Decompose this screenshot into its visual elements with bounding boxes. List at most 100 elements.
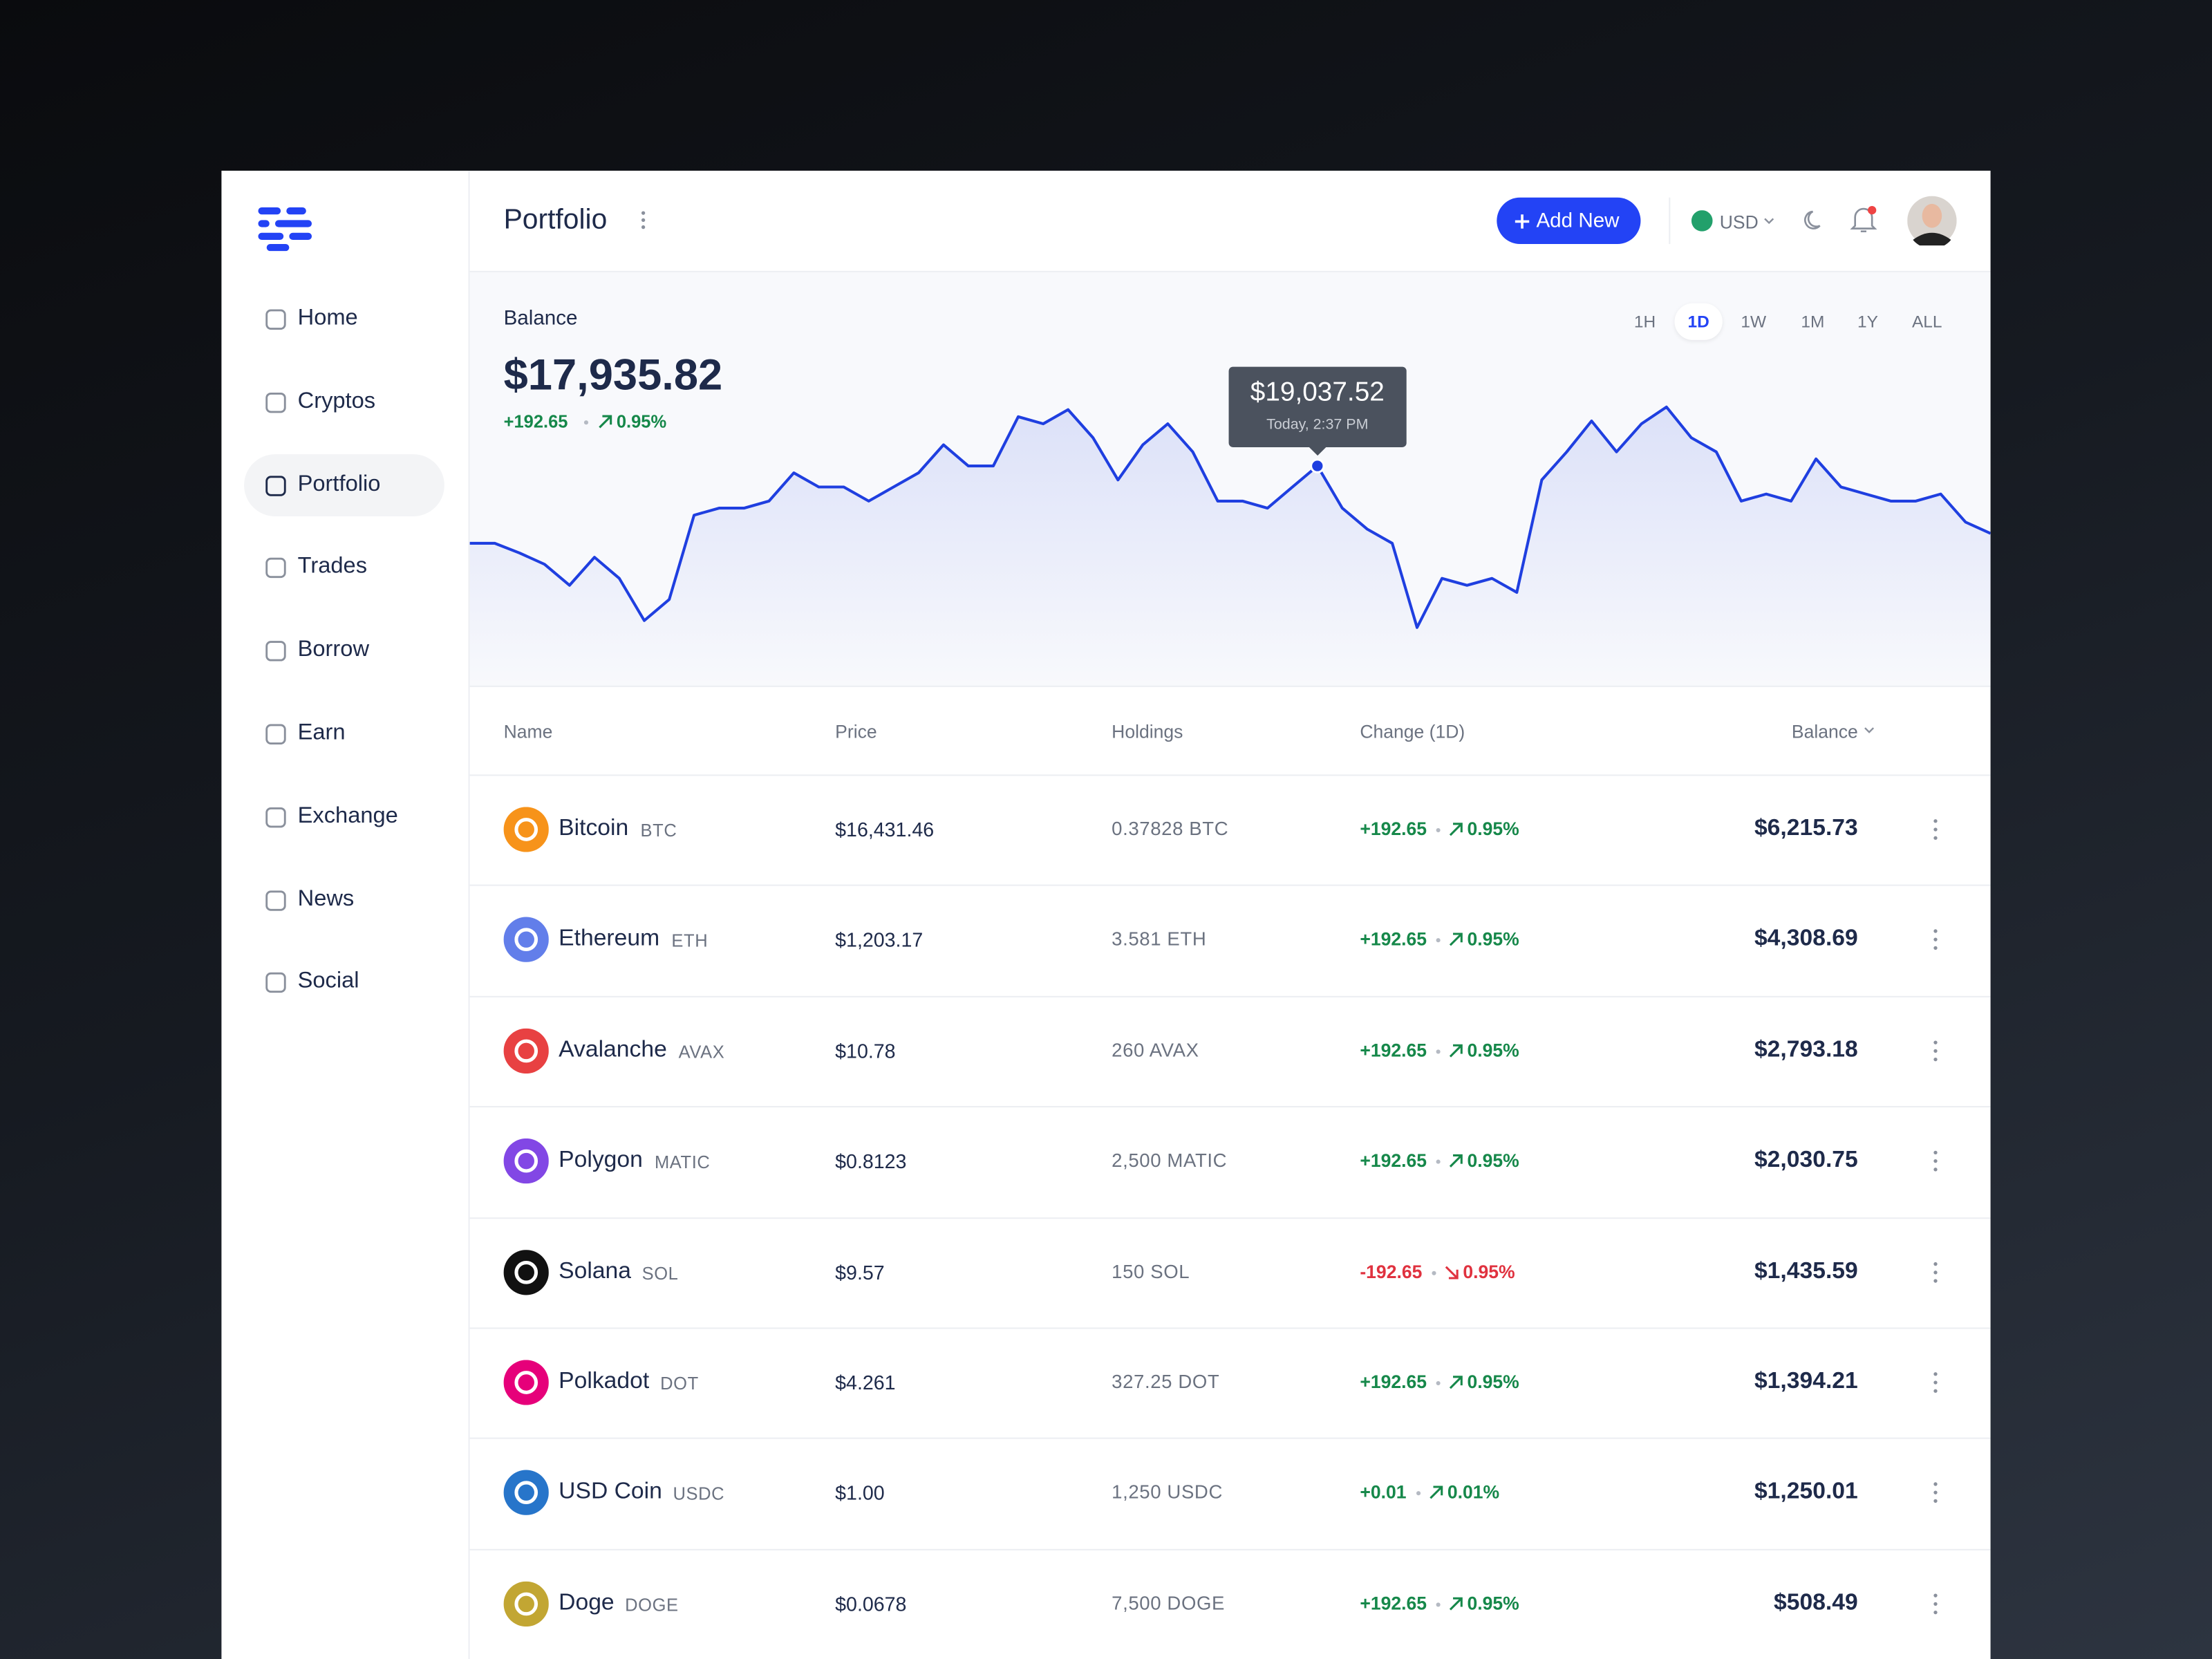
change: +192.65 [1360, 818, 1427, 840]
caret-shape [1864, 727, 1875, 733]
coin-symbol: DOGE [625, 1595, 679, 1615]
coin-bg [503, 807, 549, 852]
row-menu [1933, 1262, 1938, 1282]
sep-dot [1436, 1380, 1441, 1386]
tooltip-time: Today, 2:37 PM [1266, 416, 1369, 434]
nav-label: Trades [297, 554, 368, 579]
dot [1933, 1372, 1938, 1376]
change-pct: 0.95% [1467, 818, 1519, 840]
logo-bar [274, 220, 312, 227]
more-icon [641, 211, 646, 229]
holdings: 0.37828 BTC [1112, 818, 1229, 840]
coin-icon [503, 1581, 549, 1627]
nav-item[interactable]: Cryptos [244, 371, 444, 433]
nav-icon [265, 973, 286, 993]
price: $1,203.17 [835, 928, 924, 952]
chart-line [469, 405, 1991, 629]
change: +192.65 [1360, 1371, 1427, 1393]
header-divider [469, 270, 1991, 272]
logo [258, 207, 312, 252]
balance: $2,793.18 [1754, 1036, 1858, 1062]
dot [1933, 836, 1938, 840]
nav-item[interactable]: Home [244, 288, 444, 350]
up-arrow [1430, 1486, 1443, 1500]
change-pct: 0.95% [1467, 1371, 1519, 1393]
currency-selector[interactable]: USD [1719, 212, 1759, 233]
nav-item[interactable]: Social [244, 951, 444, 1013]
tooltip-pointer [1309, 447, 1327, 456]
add-new-button[interactable]: Add New [1497, 197, 1641, 245]
up-arrow [1449, 933, 1463, 947]
nav-item[interactable]: Borrow [244, 619, 444, 682]
balance: $1,394.21 [1754, 1368, 1858, 1394]
row-divider [469, 1438, 1991, 1440]
row-divider [469, 774, 1991, 776]
icon-shape [265, 890, 286, 910]
nav-item[interactable]: Earn [244, 702, 444, 765]
row-divider [469, 1106, 1991, 1108]
row-divider [469, 885, 1991, 887]
range-tab[interactable]: 1M [1801, 312, 1825, 332]
nav-item[interactable]: Trades [244, 536, 444, 599]
row-menu [1933, 1372, 1938, 1393]
bell [1850, 207, 1877, 233]
nav-label: Earn [297, 720, 346, 745]
dot [1933, 827, 1938, 832]
coin-glyph [514, 1150, 538, 1173]
nav-icon [265, 641, 286, 662]
coin-name: Ethereum [559, 926, 660, 952]
logo-bar [258, 220, 270, 227]
coin-symbol: USDC [673, 1484, 725, 1505]
dot [1933, 1151, 1938, 1155]
icon-shape [265, 973, 286, 993]
nav-item[interactable]: News [244, 868, 444, 930]
sep-dot [1432, 1270, 1436, 1275]
shirt [1913, 232, 1951, 246]
app-window: Home Cryptos Portfolio Trades Borrow Earn Exch… [221, 170, 1991, 1659]
up-arrow [1449, 1044, 1463, 1058]
nav-label: Cryptos [297, 388, 376, 413]
dot [1933, 1499, 1938, 1503]
chart-area [469, 406, 1991, 686]
nav-item[interactable]: Portfolio [244, 453, 444, 516]
dot [1933, 1278, 1938, 1282]
arrow [1430, 1486, 1443, 1500]
coin-icon [503, 1138, 549, 1184]
change: +192.65 [1360, 1039, 1427, 1061]
column-header[interactable]: Balance [1791, 720, 1858, 742]
button-label: Add New [1536, 210, 1620, 233]
coin-icon [503, 807, 549, 852]
coin-symbol: MATIC [654, 1152, 711, 1173]
sep-dot [1436, 1602, 1441, 1607]
nav-item[interactable]: Exchange [244, 785, 444, 847]
coin-name: Doge [559, 1589, 615, 1615]
balance: $508.49 [1774, 1589, 1858, 1615]
plus [1515, 214, 1530, 229]
range-tab[interactable]: 1D [1674, 303, 1723, 340]
dot [1933, 1262, 1938, 1266]
arrow [1449, 1154, 1463, 1168]
tooltip-value: $19,037.52 [1250, 378, 1385, 409]
badge [1868, 205, 1877, 215]
range-tab[interactable]: 1Y [1857, 312, 1879, 332]
column-header: Change (1D) [1360, 720, 1465, 742]
column-header: Price [835, 720, 877, 742]
arrow [1449, 1376, 1463, 1389]
row-menu [1933, 1040, 1938, 1061]
logo-bar [266, 244, 290, 252]
range-tab[interactable]: 1W [1741, 312, 1767, 332]
price: $0.8123 [835, 1150, 907, 1173]
range-tab[interactable]: ALL [1911, 312, 1942, 332]
range-tab[interactable]: 1H [1633, 312, 1656, 332]
theme-toggle [1804, 210, 1821, 229]
dot [641, 211, 646, 215]
dot [1933, 1610, 1938, 1614]
row-menu [1933, 1593, 1938, 1614]
dot [1933, 1168, 1938, 1172]
holdings: 150 SOL [1112, 1260, 1190, 1282]
change: +192.65 [1360, 1592, 1427, 1614]
balance: $6,215.73 [1754, 815, 1858, 841]
arrow [1449, 823, 1463, 836]
nav-icon [265, 807, 286, 827]
